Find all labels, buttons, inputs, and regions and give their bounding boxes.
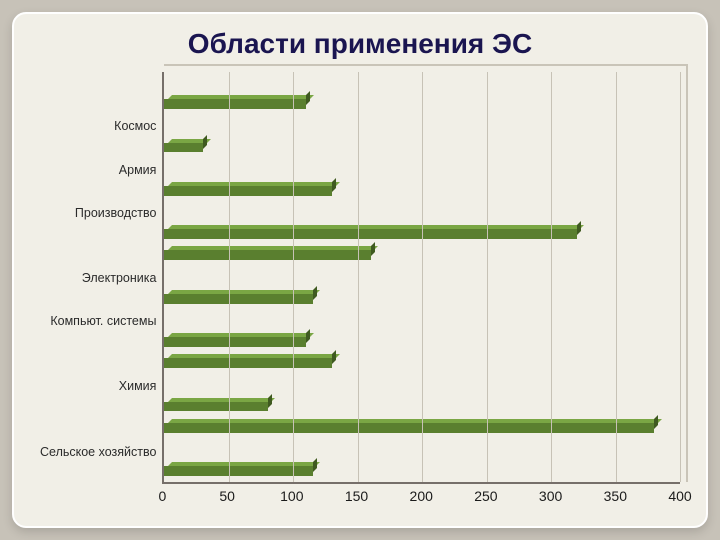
y-axis-label: Космос [40, 115, 156, 137]
y-axis-spacer [40, 462, 156, 484]
gridline [616, 72, 617, 482]
gridline [551, 72, 552, 482]
y-axis-spacer [40, 224, 156, 246]
x-tick-label: 50 [219, 488, 235, 504]
y-axis-label: Химия [40, 376, 156, 398]
chart: Космос Армия Производство Электроника Компью… [40, 72, 680, 508]
bar [164, 358, 332, 368]
bar-side [203, 135, 207, 149]
bar-side [306, 329, 310, 343]
y-axis-label: Сельское хозяйство [40, 441, 156, 463]
slide-card: Области применения ЭС Космос Армия Произво… [12, 12, 708, 528]
gridline [358, 72, 359, 482]
x-axis-row: 050100150200250300350400 [40, 484, 680, 508]
bar-side [332, 350, 336, 364]
bar-side [654, 415, 658, 429]
bar [164, 186, 332, 196]
bar-face [164, 423, 654, 433]
bar-face [164, 99, 306, 109]
bar [164, 229, 576, 239]
bar [164, 423, 654, 433]
gridline [422, 72, 423, 482]
y-axis-label: Электроника [40, 267, 156, 289]
bar [164, 250, 370, 260]
bar-face [164, 143, 203, 153]
y-axis-label: Производство [40, 202, 156, 224]
bar-face [164, 229, 576, 239]
x-tick-label: 300 [539, 488, 562, 504]
bar-side [577, 221, 581, 235]
bar-side [268, 394, 272, 408]
x-tick-label: 250 [474, 488, 497, 504]
x-tick-label: 0 [159, 488, 167, 504]
y-axis-spacer [40, 419, 156, 441]
y-axis-labels: Космос Армия Производство Электроника Компью… [40, 72, 162, 484]
y-axis-spacer [40, 246, 156, 268]
y-axis-spacer [40, 94, 156, 116]
x-tick-label: 200 [410, 488, 433, 504]
bar-face [164, 186, 332, 196]
x-axis-spacer [40, 484, 162, 508]
bar-face [164, 358, 332, 368]
x-tick-label: 350 [604, 488, 627, 504]
y-axis-spacer [40, 354, 156, 376]
bar [164, 402, 267, 412]
x-tick-label: 150 [345, 488, 368, 504]
bar [164, 294, 312, 304]
gridline [487, 72, 488, 482]
y-axis-spacer [40, 72, 156, 94]
y-axis-label: Армия [40, 159, 156, 181]
x-tick-label: 100 [280, 488, 303, 504]
bar [164, 143, 203, 153]
gridline [293, 72, 294, 482]
y-axis-spacer [40, 289, 156, 311]
y-axis-label: Компьют. системы [40, 311, 156, 333]
y-axis-spacer [40, 180, 156, 202]
x-tick-label: 400 [668, 488, 691, 504]
gridline [680, 72, 681, 482]
bar [164, 337, 306, 347]
bar-side [306, 91, 310, 105]
bar-face [164, 250, 370, 260]
bar-face [164, 294, 312, 304]
gridline [229, 72, 230, 482]
bar-face [164, 402, 267, 412]
bar-face [164, 337, 306, 347]
y-axis-spacer [40, 397, 156, 419]
chart-title: Области применения ЭС [40, 28, 680, 60]
bar-side [332, 178, 336, 192]
x-axis: 050100150200250300350400 [162, 484, 680, 508]
bar [164, 99, 306, 109]
bar-side [371, 242, 375, 256]
plot-area [162, 72, 680, 484]
plot-row: Космос Армия Производство Электроника Компью… [40, 72, 680, 484]
bar-face [164, 466, 312, 476]
y-axis-spacer [40, 332, 156, 354]
bar [164, 466, 312, 476]
bar-side [313, 286, 317, 300]
bar-side [313, 458, 317, 472]
y-axis-spacer [40, 137, 156, 159]
